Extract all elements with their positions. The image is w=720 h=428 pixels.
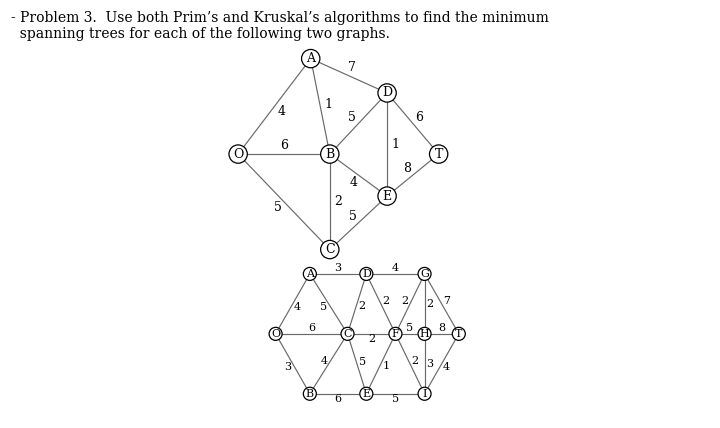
- Text: 5: 5: [392, 394, 399, 404]
- Text: O: O: [233, 148, 243, 160]
- Text: O: O: [271, 329, 280, 339]
- Text: B: B: [306, 389, 314, 399]
- Text: 1: 1: [325, 98, 333, 111]
- Text: 2: 2: [382, 297, 390, 306]
- Circle shape: [360, 268, 373, 280]
- Text: 6: 6: [335, 394, 342, 404]
- Circle shape: [430, 145, 448, 163]
- Text: E: E: [382, 190, 392, 202]
- Circle shape: [418, 327, 431, 340]
- Text: 2: 2: [426, 299, 433, 309]
- Text: 5: 5: [359, 357, 366, 367]
- Text: 4: 4: [392, 264, 399, 273]
- Text: 5: 5: [320, 302, 328, 312]
- Circle shape: [378, 187, 396, 205]
- Text: D: D: [382, 86, 392, 99]
- Text: E: E: [362, 389, 370, 399]
- Text: 6: 6: [415, 111, 423, 125]
- Text: I: I: [423, 389, 427, 399]
- Text: 4: 4: [320, 356, 328, 366]
- Circle shape: [303, 268, 316, 280]
- Text: 2: 2: [402, 297, 409, 306]
- Text: 1: 1: [382, 361, 390, 371]
- Circle shape: [303, 387, 316, 400]
- Text: 6: 6: [280, 139, 288, 152]
- Text: 7: 7: [348, 62, 356, 74]
- Circle shape: [302, 50, 320, 68]
- Circle shape: [269, 327, 282, 340]
- Text: A: A: [306, 52, 315, 65]
- Text: 5: 5: [406, 324, 413, 333]
- Text: 1: 1: [392, 138, 400, 151]
- Text: F: F: [392, 329, 400, 339]
- Text: 5: 5: [348, 210, 356, 223]
- Text: 4: 4: [277, 105, 285, 118]
- Text: 7: 7: [443, 296, 450, 306]
- Circle shape: [341, 327, 354, 340]
- Text: 5: 5: [348, 111, 356, 124]
- Text: 3: 3: [426, 359, 433, 369]
- Text: T: T: [455, 329, 462, 339]
- Text: 8: 8: [438, 324, 445, 333]
- Text: G: G: [420, 269, 429, 279]
- Text: 2: 2: [335, 195, 342, 208]
- Text: 3: 3: [284, 362, 292, 372]
- Circle shape: [320, 145, 339, 163]
- Text: T: T: [434, 148, 443, 160]
- Text: 4: 4: [443, 362, 450, 372]
- Text: 4: 4: [294, 302, 301, 312]
- Text: 2: 2: [411, 357, 418, 366]
- Text: 2: 2: [368, 334, 375, 344]
- Text: A: A: [306, 269, 314, 279]
- Text: C: C: [343, 329, 352, 339]
- Text: 5: 5: [274, 201, 282, 214]
- Text: C: C: [325, 243, 335, 256]
- Text: 2: 2: [359, 300, 366, 311]
- Circle shape: [378, 84, 396, 102]
- Circle shape: [229, 145, 247, 163]
- Circle shape: [320, 241, 339, 259]
- Circle shape: [418, 387, 431, 400]
- Text: B: B: [325, 148, 334, 160]
- Text: D: D: [362, 269, 371, 279]
- Text: 8: 8: [403, 162, 411, 175]
- Text: - Problem 3.  Use both Prim’s and Kruskal’s algorithms to find the minimum
  spa: - Problem 3. Use both Prim’s and Kruskal…: [11, 11, 549, 41]
- Circle shape: [389, 327, 402, 340]
- Text: 6: 6: [308, 324, 315, 333]
- Circle shape: [360, 387, 373, 400]
- Circle shape: [418, 268, 431, 280]
- Text: 3: 3: [335, 264, 342, 273]
- Circle shape: [452, 327, 465, 340]
- Text: 4: 4: [349, 175, 357, 188]
- Text: H: H: [420, 329, 429, 339]
